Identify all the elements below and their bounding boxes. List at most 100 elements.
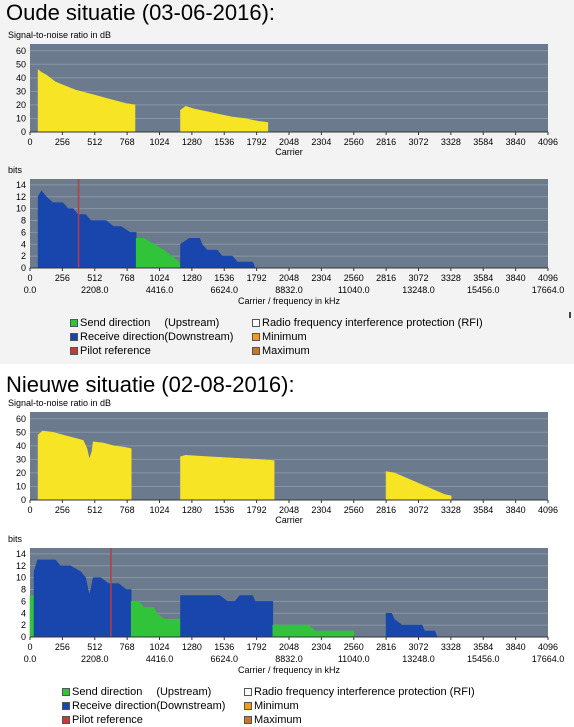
area-series-snr_fill-2 xyxy=(385,471,452,501)
y-tick-label: 50 xyxy=(16,59,26,69)
minimum-swatch-icon xyxy=(244,702,252,710)
old-bits-chart: bits 0 2 4 6 8 10 12 14 0 256 512 768 1024 1280 1536 179… xyxy=(0,163,574,311)
legend-receive-direction[interactable]: Receive direction(Downstream) xyxy=(62,699,225,713)
y-tick-label: 40 xyxy=(16,441,26,451)
y-tick-label: 60 xyxy=(16,414,26,424)
x-tick-label: 3072 xyxy=(408,273,428,283)
area-series-snr_fill-1 xyxy=(180,105,269,133)
legend-pilot-reference[interactable]: Pilot reference xyxy=(70,344,151,358)
x-tick-label: 1792 xyxy=(247,505,267,515)
old-situation-heading: Oude situatie (03-06-2016): xyxy=(6,0,276,25)
old-snr-svg: Signal-to-noise ratio in dB 0 10 20 30 40 50 60… xyxy=(8,30,558,157)
y-tick-label: 12 xyxy=(16,561,26,571)
x-axis-title: Carrier / frequency in kHz xyxy=(238,296,341,306)
x-tick-label: 0 xyxy=(27,642,32,652)
legend-rfi[interactable]: Radio frequency interference protection … xyxy=(252,316,483,330)
new-snr-svg: Signal-to-noise ratio in dB 0 10 20 30 40 50 60… xyxy=(8,398,558,525)
x-tick-label: 2048 xyxy=(279,273,299,283)
x-tick-label: 3840 xyxy=(506,642,526,652)
legend-rfi-label: Radio frequency interference protection … xyxy=(254,686,475,698)
freq-tick-label: 6624.0 xyxy=(210,654,238,664)
legend-upstream-label: (Upstream) xyxy=(156,686,212,698)
freq-tick-label: 17664.0 xyxy=(532,654,565,664)
x-tick-label: 512 xyxy=(87,273,102,283)
y-tick-label: 0 xyxy=(21,127,26,137)
legend-receive-direction[interactable]: Receive direction(Downstream) xyxy=(70,330,233,344)
y-tick-label: 40 xyxy=(16,73,26,83)
area-series-snr_fill-0 xyxy=(37,69,136,133)
y-tick-label: 10 xyxy=(16,573,26,583)
send-swatch-icon xyxy=(70,319,78,327)
new-situation-heading: Nieuwe situatie (02-08-2016): xyxy=(6,372,295,397)
x-axis-title: Carrier / frequency in kHz xyxy=(238,665,341,675)
freq-tick-label: 17664.0 xyxy=(532,285,565,295)
legend-receive-label: Receive direction(Downstream) xyxy=(80,331,234,343)
freq-tick-label: 6624.0 xyxy=(210,285,238,295)
freq-tick-label: 8832.0 xyxy=(275,285,303,295)
new-situation-section: Nieuwe situatie (02-08-2016): Signal-to-… xyxy=(0,372,574,727)
x-tick-label: 4096 xyxy=(538,273,558,283)
legend-maximum[interactable]: Maximum xyxy=(252,344,310,358)
x-tick-label: 1536 xyxy=(214,273,234,283)
legend-send-direction[interactable]: Send direction (Upstream) xyxy=(70,316,219,330)
x-tick-label: 2304 xyxy=(311,137,331,147)
legend-minimum-label: Minimum xyxy=(254,700,299,712)
x-tick-label: 3584 xyxy=(473,137,493,147)
freq-tick-label: 2208.0 xyxy=(81,285,109,295)
x-tick-label: 2560 xyxy=(344,505,364,515)
receive-swatch-icon xyxy=(62,702,70,710)
x-tick-label: 1792 xyxy=(247,137,267,147)
x-tick-label: 4096 xyxy=(538,137,558,147)
x-tick-label: 4096 xyxy=(538,642,558,652)
x-tick-label: 3840 xyxy=(506,505,526,515)
x-tick-label: 768 xyxy=(120,137,135,147)
y-axis-label: bits xyxy=(8,534,23,544)
x-tick-label: 512 xyxy=(87,642,102,652)
freq-tick-label: 11040.0 xyxy=(338,285,370,295)
x-tick-label: 2816 xyxy=(376,137,396,147)
x-tick-label: 3328 xyxy=(441,505,461,515)
pilot-swatch-icon xyxy=(62,716,70,724)
x-tick-label: 256 xyxy=(55,137,70,147)
x-tick-label: 3072 xyxy=(408,137,428,147)
old-bits-svg: bits 0 2 4 68 10 12 14 0 256 512 768 1024 1280 1536 179… xyxy=(8,165,565,306)
y-tick-label: 4 xyxy=(21,239,26,249)
y-tick-label: 12 xyxy=(16,192,26,202)
legend-minimum[interactable]: Minimum xyxy=(252,330,307,344)
y-tick-label: 8 xyxy=(21,216,26,226)
x-tick-label: 1280 xyxy=(182,505,202,515)
x-tick-label: 512 xyxy=(87,505,102,515)
freq-tick-label: 13248.0 xyxy=(402,285,435,295)
x-tick-label: 1024 xyxy=(149,273,169,283)
x-tick-label: 2048 xyxy=(279,137,299,147)
legend-rfi[interactable]: Radio frequency interference protection … xyxy=(244,685,475,699)
freq-tick-label: 0.0 xyxy=(24,654,37,664)
freq-tick-label: 13248.0 xyxy=(402,654,435,664)
area-series-receive-0 xyxy=(37,190,137,269)
legend-pilot-reference[interactable]: Pilot reference xyxy=(62,713,143,727)
legend-minimum[interactable]: Minimum xyxy=(244,699,299,713)
area-series-receive-5 xyxy=(385,613,438,638)
x-tick-label: 1024 xyxy=(149,137,169,147)
x-tick-label: 3328 xyxy=(441,137,461,147)
send-swatch-icon xyxy=(62,688,70,696)
x-tick-label: 2048 xyxy=(279,642,299,652)
rfi-swatch-icon xyxy=(252,319,260,327)
legend-maximum-label: Maximum xyxy=(254,714,302,726)
legend-send-label: Send direction xyxy=(72,686,143,698)
x-tick-label: 3840 xyxy=(506,137,526,147)
area-series-receive-3 xyxy=(180,595,274,638)
y-tick-label: 30 xyxy=(16,454,26,464)
y-tick-label: 6 xyxy=(21,227,26,237)
x-tick-label: 3584 xyxy=(473,642,493,652)
receive-swatch-icon xyxy=(70,333,78,341)
maximum-swatch-icon xyxy=(244,716,252,724)
minimum-swatch-icon xyxy=(252,333,260,341)
y-tick-label: 14 xyxy=(16,180,26,190)
legend-send-direction[interactable]: Send direction (Upstream) xyxy=(62,685,211,699)
x-tick-label: 1536 xyxy=(214,642,234,652)
y-tick-label: 20 xyxy=(16,100,26,110)
x-tick-label: 1024 xyxy=(149,505,169,515)
legend-maximum[interactable]: Maximum xyxy=(244,713,302,727)
x-tick-label: 1280 xyxy=(182,273,202,283)
